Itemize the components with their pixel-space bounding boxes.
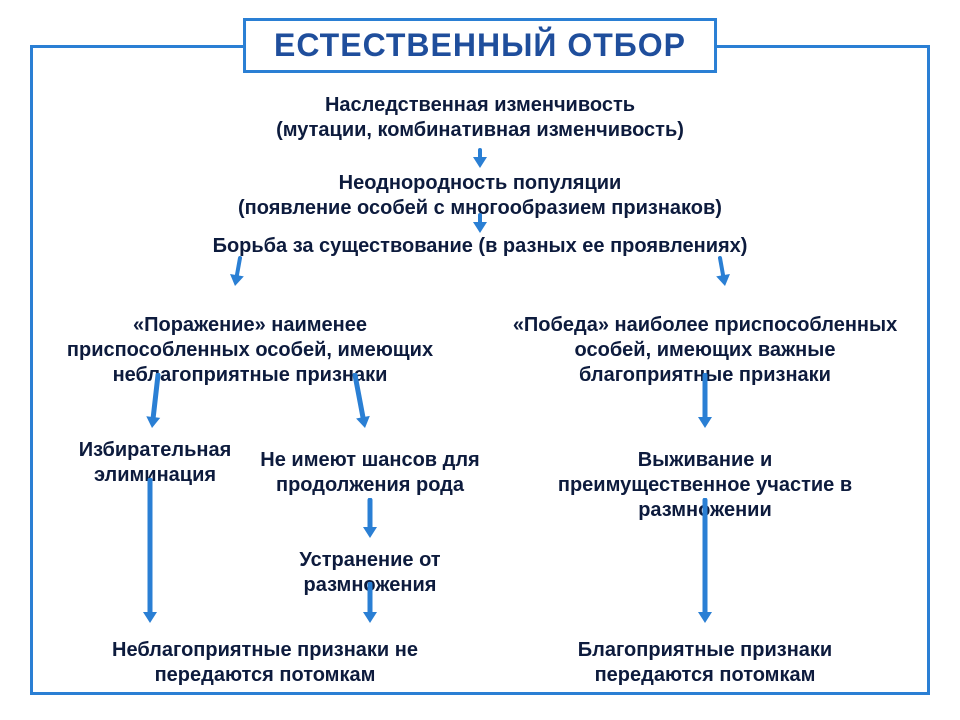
node-n7: Не имеют шансов для продолжения рода (255, 448, 485, 498)
node-n1: Наследственная изменчивость(мутации, ком… (170, 93, 790, 143)
diagram-title: ЕСТЕСТВЕННЫЙ ОТБОР (274, 27, 686, 64)
node-n4: «Поражение» наименее приспособленных осо… (65, 313, 435, 388)
title-box: ЕСТЕСТВЕННЫЙ ОТБОР (243, 18, 717, 73)
arrow-a2 (468, 213, 492, 245)
arrow-a7 (138, 478, 162, 635)
node-n11: Благоприятные признаки передаются потомк… (520, 638, 890, 688)
arrow-a5 (140, 373, 170, 440)
arrow-a4 (708, 256, 737, 298)
node-n10: Неблагоприятные признаки не передаются п… (65, 638, 465, 688)
arrow-a11 (693, 498, 717, 635)
arrow-a9 (358, 582, 382, 635)
arrow-a8 (358, 498, 382, 550)
arrow-a3 (223, 256, 252, 298)
arrow-a1 (468, 148, 492, 180)
arrow-a6 (343, 373, 377, 440)
arrow-a10 (693, 373, 717, 440)
